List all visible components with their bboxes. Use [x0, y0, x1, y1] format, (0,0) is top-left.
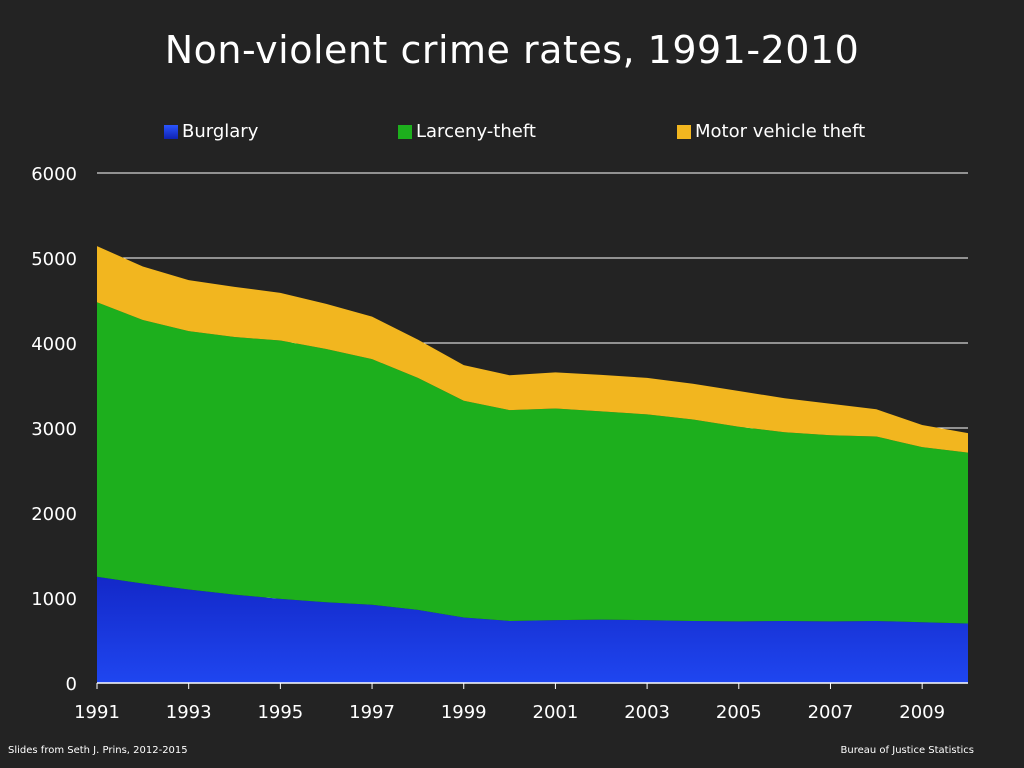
credit-left: Slides from Seth J. Prins, 2012-2015 — [8, 745, 188, 756]
credit-right: Bureau of Justice Statistics — [840, 745, 974, 756]
legend-swatch-burglary — [164, 124, 178, 139]
x-tick-label-2005: 2005 — [716, 702, 762, 723]
y-tick-label-4000: 4000 — [31, 334, 77, 355]
legend-label-larceny-theft: Larceny-theft — [416, 121, 536, 142]
chart-title: Non-violent crime rates, 1991-2010 — [164, 28, 860, 72]
legend-item-motor-vehicle-theft: Motor vehicle theft — [677, 121, 865, 142]
axes: 0 1000 2000 3000 4000 5000 6000 1991 1993 1995 199… — [31, 164, 968, 723]
legend-item-larceny-theft: Larceny-theft — [398, 121, 536, 142]
legend-swatch-motor-vehicle-theft — [677, 124, 691, 139]
legend: Burglary Larceny-theft Motor vehicle the… — [0, 121, 1024, 147]
area-series-burglary — [97, 576, 968, 683]
x-tick-label-1999: 1999 — [441, 702, 487, 723]
area-series-larceny-theft — [97, 302, 968, 624]
y-tick-label-2000: 2000 — [31, 504, 77, 525]
x-tick-label-1991: 1991 — [74, 702, 120, 723]
x-tick-label-1993: 1993 — [166, 702, 212, 723]
y-tick-label-6000: 6000 — [31, 164, 77, 185]
x-tick-label-2007: 2007 — [808, 702, 854, 723]
y-tick-label-0: 0 — [66, 674, 77, 695]
legend-swatch-larceny-theft — [398, 124, 412, 139]
x-tick-label-2003: 2003 — [624, 702, 670, 723]
legend-item-burglary: Burglary — [164, 121, 258, 142]
x-tick-label-2009: 2009 — [899, 702, 945, 723]
x-tick-label-1997: 1997 — [349, 702, 395, 723]
legend-label-burglary: Burglary — [182, 121, 259, 142]
y-tick-label-1000: 1000 — [31, 589, 77, 610]
area-series-motor-vehicle-theft — [97, 246, 968, 453]
area-series-group — [97, 246, 968, 683]
y-tick-label-5000: 5000 — [31, 249, 77, 270]
x-tick-label-2001: 2001 — [533, 702, 579, 723]
x-tick-label-1995: 1995 — [257, 702, 303, 723]
y-tick-label-3000: 3000 — [31, 419, 77, 440]
legend-label-motor-vehicle-theft: Motor vehicle theft — [695, 121, 866, 142]
